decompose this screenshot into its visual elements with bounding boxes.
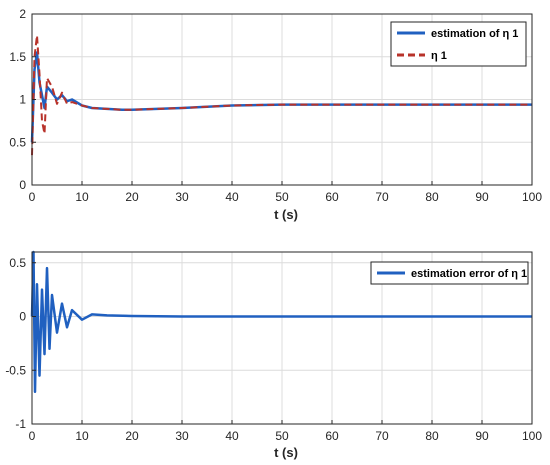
bottom-legend: estimation error of η 1 (370, 261, 529, 285)
top-y-tick-label: 1.5 (9, 50, 26, 64)
top-y-tick-label: 1 (19, 93, 26, 107)
top-ticks: 0 10 20 30 40 50 60 70 80 90 100 0 0.5 1 1.5 2 (9, 7, 542, 204)
top-x-tick-label: 100 (522, 190, 542, 204)
top-legend: estimation of η 1 η 1 (390, 21, 527, 67)
top-chart: 0 10 20 30 40 50 60 70 80 90 100 0 0.5 1 1.5 2 t (s) es… (9, 7, 542, 222)
bottom-x-tick-label: 40 (225, 429, 239, 443)
bottom-x-tick-label: 10 (75, 429, 89, 443)
top-legend-box (390, 21, 527, 67)
top-x-tick-label: 10 (75, 190, 89, 204)
bottom-chart: 0 10 20 30 40 50 60 70 80 90 100 -1 -0.5 0 0.5 t (s) e… (5, 250, 542, 460)
bottom-x-tick-label: 60 (325, 429, 339, 443)
top-x-tick-label: 60 (325, 190, 339, 204)
bottom-ticks: 0 10 20 30 40 50 60 70 80 90 100 -1 -0.5 0 0.5 (5, 256, 542, 443)
bottom-x-tick-label: 20 (125, 429, 139, 443)
top-x-tick-label: 0 (29, 190, 36, 204)
bottom-x-tick-label: 100 (522, 429, 542, 443)
top-x-tick-label: 20 (125, 190, 139, 204)
top-y-tick-label: 0 (19, 178, 26, 192)
bottom-y-tick-label: -1 (15, 417, 26, 431)
bottom-x-tick-label: 70 (375, 429, 389, 443)
bottom-x-tick-label: 90 (475, 429, 489, 443)
bottom-x-axis-label: t (s) (274, 445, 298, 460)
bottom-series-0-line (30, 250, 532, 394)
bottom-x-tick-label: 50 (275, 429, 289, 443)
bottom-x-tick-label: 30 (175, 429, 189, 443)
bottom-x-tick-label: 80 (425, 429, 439, 443)
bottom-x-tick-label: 0 (29, 429, 36, 443)
top-y-tick-label: 2 (19, 7, 26, 21)
bottom-legend-label-error: estimation error of η 1 (411, 268, 527, 280)
top-x-axis-label: t (s) (274, 207, 298, 222)
top-x-tick-label: 40 (225, 190, 239, 204)
bottom-y-tick-label: -0.5 (5, 363, 26, 377)
top-y-tick-label: 0.5 (9, 135, 26, 149)
bottom-series (30, 250, 532, 394)
bottom-y-tick-label: 0.5 (9, 256, 26, 270)
top-series-1-line (31, 34, 532, 156)
top-series (30, 34, 532, 156)
top-legend-label-eta: η 1 (431, 50, 447, 62)
top-legend-label-estimation: estimation of η 1 (431, 28, 518, 40)
top-x-tick-label: 90 (475, 190, 489, 204)
top-x-tick-label: 30 (175, 190, 189, 204)
bottom-y-tick-label: 0 (19, 310, 26, 324)
top-x-tick-label: 80 (425, 190, 439, 204)
top-x-tick-label: 50 (275, 190, 289, 204)
top-x-tick-label: 70 (375, 190, 389, 204)
bottom-legend-box (370, 261, 529, 285)
